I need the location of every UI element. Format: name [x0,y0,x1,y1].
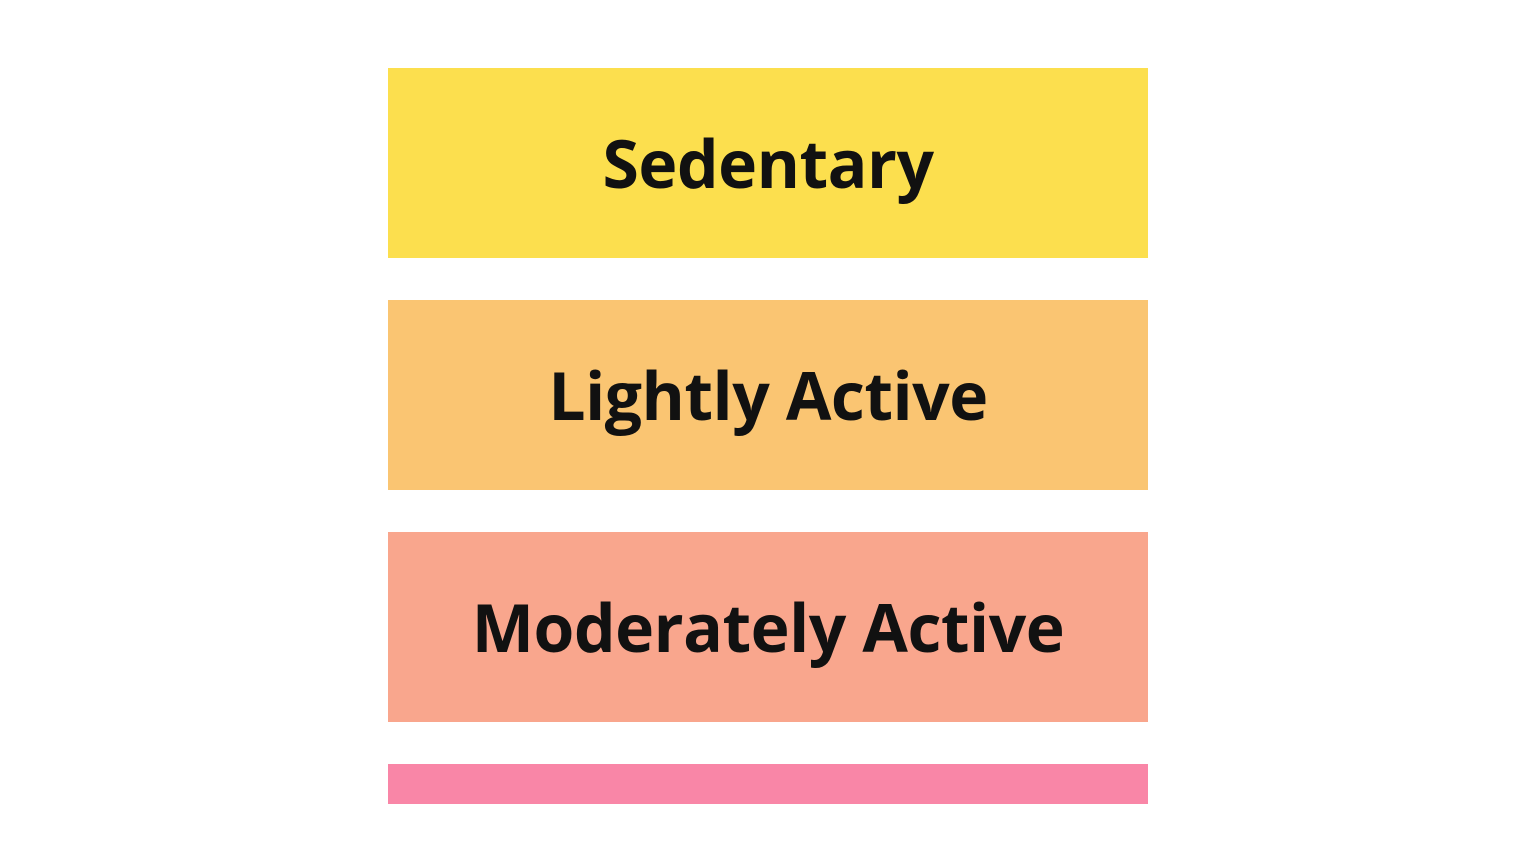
activity-label: Lightly Active [548,350,987,440]
activity-button-next-partial[interactable] [388,764,1148,804]
activity-button-lightly-active[interactable]: Lightly Active [388,300,1148,490]
activity-label: Moderately Active [472,582,1064,672]
activity-button-moderately-active[interactable]: Moderately Active [388,532,1148,722]
activity-button-sedentary[interactable]: Sedentary [388,68,1148,258]
activity-level-list: Sedentary Lightly Active Moderately Acti… [0,0,1536,804]
activity-label: Sedentary [602,118,933,208]
